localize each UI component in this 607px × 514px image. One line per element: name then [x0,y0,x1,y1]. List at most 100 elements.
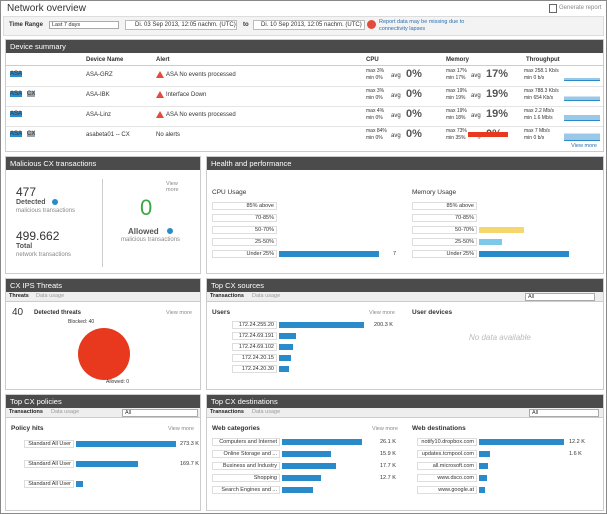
destinations-heading: Web destinations [412,425,466,432]
bar[interactable] [282,439,362,445]
cpu-max: max 3% [366,68,385,74]
device-name[interactable]: ASA-IBK [86,92,110,98]
sparkline [564,70,600,81]
avg-label: avg [391,93,401,99]
bar-label: Standard All User [24,440,74,448]
bar[interactable] [279,355,291,361]
bar[interactable] [76,461,139,467]
bar[interactable] [479,439,564,445]
pie-slice[interactable] [78,328,130,380]
bar-label: Under 25% [212,250,277,258]
bar-label: Standard All User [24,480,74,488]
mem-min: min 19% [446,95,466,101]
column-header: Device Name [86,57,124,63]
threat-label: Detected threats [34,310,82,316]
bar-label: 50-70% [412,226,477,234]
bar[interactable] [282,463,337,469]
bar[interactable] [279,251,379,257]
alert-text: No alerts [156,132,181,138]
bar[interactable] [479,463,489,469]
mem-min: min 17% [446,75,466,81]
alert-icon [156,91,164,98]
time-range-label: Time Range [9,22,43,28]
bar[interactable] [479,475,487,481]
pie [78,328,130,380]
allowed-count: 0 [140,195,153,220]
device-badge: CX [27,91,36,97]
bar-label: Search Engines and ... [212,486,280,494]
bar[interactable] [479,451,491,457]
tab[interactable]: Transactions [210,409,244,415]
bar[interactable] [279,333,296,339]
device-name[interactable]: asabeta01 -- CX [86,132,130,138]
bar[interactable] [479,251,569,257]
to-box[interactable] [253,20,365,30]
cpu-min: min 0% [366,115,383,121]
bar-label: 172.24.69.102 [232,343,277,351]
from-box[interactable] [125,20,237,30]
tab[interactable]: Data usage [51,409,80,415]
bar-label: Computers and Internet [212,438,280,446]
device-badge: ASA [10,111,23,117]
bar[interactable] [282,451,331,457]
avg-label: avg [471,73,481,79]
sparkline [564,110,600,121]
bar[interactable] [479,487,485,493]
ips-panel: CX IPS Threats 40 Detected threats View … [5,278,201,390]
cpu-avg: 0% [406,128,422,140]
bar[interactable] [76,441,176,447]
device-name[interactable]: ASA-Linz [86,112,112,118]
tab-bar [6,292,200,302]
tab[interactable]: Data usage [252,293,281,299]
bar[interactable] [279,322,364,328]
policies-panel: Top CX policies All Policy hits View mor… [5,394,201,511]
alert-text: ASA No events processed [166,72,236,78]
bar[interactable] [279,366,290,372]
time-range-select[interactable]: Last 7 days [49,21,119,29]
tab[interactable]: Transactions [9,409,43,415]
tab[interactable]: Threats [9,293,29,299]
bar[interactable] [282,475,321,481]
bar[interactable] [479,239,502,245]
view-more[interactable]: View more [168,426,194,432]
total-count: 499.662 [16,229,60,243]
value-label: 17.7 K [380,463,396,469]
row-rule [6,86,603,87]
avg-label: avg [471,93,481,99]
bar[interactable] [479,227,524,233]
view-more[interactable]: View more [166,181,179,193]
bar-label: 25-50% [212,238,277,246]
generate-report[interactable]: Generate report [559,5,602,11]
malicious-panel: Malicious CX transactions 477 Detected m… [5,156,201,274]
mem-avg: 19% [486,108,509,120]
filter-select[interactable]: All [525,293,595,301]
alert-text: Interface Down [166,92,207,98]
value-label: 12.2 K [569,439,585,445]
tab-bar [207,292,603,302]
categories-heading: Web categories [212,425,260,432]
view-more[interactable]: View more [372,426,398,432]
warning-icon [367,20,376,29]
bar-label: 50-70% [212,226,277,234]
tab[interactable]: Transactions [210,293,244,299]
value-label: 273.3 K [180,441,199,447]
total-label: Total [16,243,33,250]
pie-label: Blocked: 40 [68,319,95,325]
avg-label: avg [391,113,401,119]
allowed-label: Allowed [128,227,159,236]
view-more[interactable]: View more [369,310,395,316]
bar[interactable] [279,344,293,350]
bar[interactable] [282,487,313,493]
bar-label: notify10.dropbox.com [417,438,477,446]
tab[interactable]: Data usage [252,409,281,415]
view-more[interactable]: View more [166,310,192,316]
device-summary-panel: Device summary View more Device Name Aler… [5,39,604,152]
filter-select[interactable]: All [122,409,198,417]
filter-select[interactable]: All [529,409,599,417]
cpu-min: min 0% [366,135,383,141]
bar[interactable] [76,481,84,487]
tab[interactable]: Data usage [36,293,65,299]
view-more[interactable]: View more [571,143,597,149]
device-name[interactable]: ASA-GRZ [86,72,113,78]
